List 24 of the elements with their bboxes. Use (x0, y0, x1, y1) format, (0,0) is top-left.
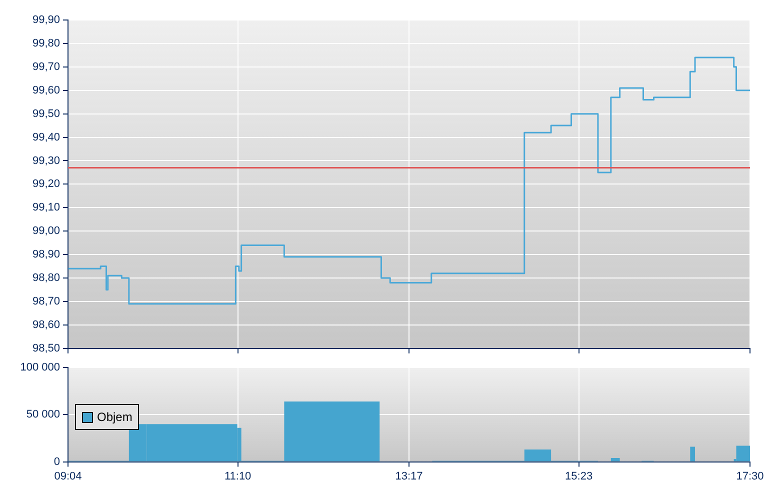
y-tick-label: 98,60 (32, 318, 60, 331)
y-tick-label: 99,10 (32, 202, 60, 214)
y-tick-label: 99,80 (32, 37, 60, 50)
y-tick-label: 100 000 (20, 362, 60, 374)
x-tick-label: 13:17 (395, 470, 423, 482)
x-tick-label: 17:30 (736, 470, 764, 482)
y-tick-label: 0 (54, 456, 60, 468)
y-tick-label: 99,50 (32, 108, 60, 120)
x-tick-label: 09:04 (54, 470, 82, 482)
y-tick-label: 98,80 (32, 272, 60, 284)
y-tick-label: 98,70 (32, 296, 60, 308)
y-tick-label: 99,30 (32, 154, 60, 167)
y-tick-label: 99,70 (32, 60, 60, 73)
y-tick-label: 98,50 (32, 342, 60, 354)
y-tick-label: 99,90 (32, 14, 60, 26)
x-tick-label: 15:23 (565, 470, 593, 482)
y-tick-label: 99,00 (32, 225, 60, 238)
y-tick-label: 98,90 (32, 248, 60, 261)
series-label: Objem (97, 410, 132, 424)
y-tick-label: 99,40 (32, 131, 60, 144)
y-tick-label: 99,20 (32, 178, 60, 190)
y-tick-label: 99,60 (32, 84, 60, 96)
x-tick-label: 11:10 (224, 470, 252, 482)
y-tick-label: 50 000 (26, 408, 60, 421)
